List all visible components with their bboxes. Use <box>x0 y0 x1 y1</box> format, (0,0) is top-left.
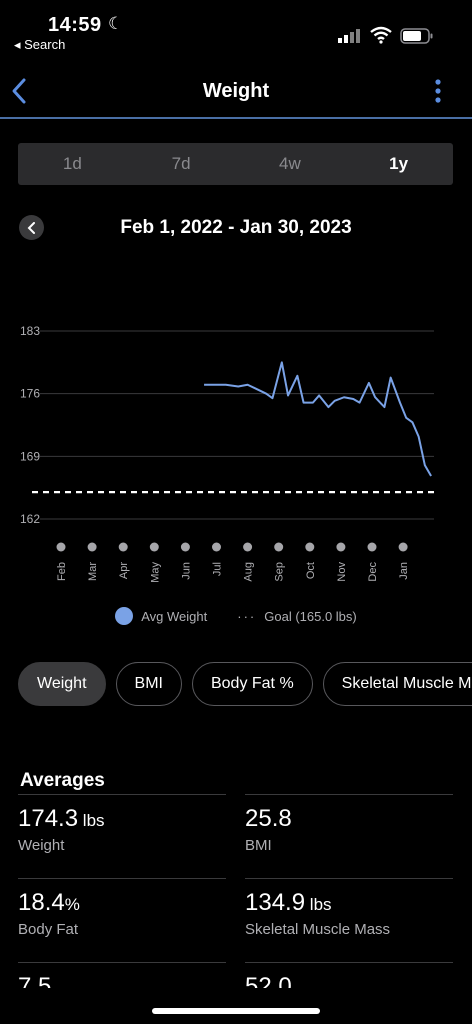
segment-4w[interactable]: 4w <box>279 154 301 173</box>
segment-1d[interactable]: 1d <box>62 154 82 173</box>
previous-range-button[interactable] <box>19 215 44 240</box>
chevron-left-icon <box>27 221 35 234</box>
avg-body-fat-label: Body Fat <box>18 921 79 938</box>
averages-overflow-row: 7.5 52.0 <box>0 960 472 988</box>
weight-chart: 183 176 169 162 Feb Mar Apr May Jun Jul Aug Sep Oct N… <box>20 324 434 583</box>
month-dot-mar <box>87 542 97 552</box>
month-dot-nov <box>336 542 346 552</box>
avg-weight-unit: lbs <box>78 811 105 830</box>
avg-skeletal-muscle-label: Skeletal Muscle Mass <box>245 921 391 938</box>
back-to-search-link[interactable]: ◂ Search <box>14 37 66 52</box>
chart-legend: Avg Weight ··· Goal (165.0 lbs) <box>0 603 472 629</box>
avg-skeletal-muscle-value: 134.9 <box>245 889 306 916</box>
month-dot-sep <box>274 542 284 552</box>
y-tick-label-162: 162 <box>20 512 40 526</box>
x-tick-label-feb: Feb <box>56 562 68 581</box>
cellular-signal-icon <box>338 29 360 43</box>
month-dot-jun <box>180 542 190 552</box>
month-dot-oct <box>305 542 315 552</box>
avg-skeletal-muscle-cell: 134.9 lbs Skeletal Muscle Mass <box>245 878 453 938</box>
avg-weight-label: Weight <box>18 837 65 854</box>
x-tick-label-sep: Sep <box>274 562 286 582</box>
x-tick-label-jul: Jul <box>212 562 224 576</box>
avg-weight-cell: 174.3 lbs Weight <box>18 794 226 854</box>
back-chevron-icon[interactable] <box>8 76 30 106</box>
avg-partial-value-right: 52.0 <box>245 973 292 988</box>
segment-1y[interactable]: 1y <box>389 154 409 173</box>
y-tick-label-183: 183 <box>20 324 40 338</box>
month-dot-dec <box>367 542 377 552</box>
wifi-icon <box>370 26 392 44</box>
avg-skeletal-muscle-unit: lbs <box>305 895 332 914</box>
avg-body-fat-cell: 18.4% Body Fat <box>18 878 226 938</box>
x-tick-label-aug: Aug <box>243 562 255 582</box>
month-dot-apr <box>118 542 128 552</box>
time-range-segmented-control: 1d 7d 4w 1y <box>18 143 453 185</box>
y-tick-label-169: 169 <box>20 449 40 463</box>
x-tick-label-oct: Oct <box>305 562 317 579</box>
home-indicator <box>152 1008 320 1014</box>
nav-divider <box>0 117 472 119</box>
avg-partial-cell-right: 52.0 <box>245 962 453 988</box>
month-dot-jul <box>212 542 221 552</box>
goal-legend-dash: ··· <box>237 608 257 624</box>
y-tick-label-176: 176 <box>20 387 40 401</box>
month-dot-may <box>149 542 159 552</box>
more-options-icon[interactable] <box>428 78 448 106</box>
x-tick-label-dec: Dec <box>367 562 379 582</box>
avg-bmi-label: BMI <box>245 837 272 854</box>
legend-avg-weight: Avg Weight <box>141 608 208 624</box>
status-time: 14:59 <box>48 14 102 36</box>
segment-7d[interactable]: 7d <box>171 154 191 173</box>
moon-icon: ☾ <box>108 14 124 33</box>
avg-weight-line <box>204 361 432 477</box>
legend-goal: Goal (165.0 lbs) <box>264 608 357 624</box>
avg-body-fat-value: 18.4 <box>18 889 65 916</box>
metric-chip-row: Weight BMI Body Fat % Skeletal Muscle Ma… <box>18 662 472 706</box>
chip-bmi[interactable]: BMI <box>115 662 182 706</box>
page-title: Weight <box>202 80 270 102</box>
avg-weight-value: 174.3 <box>18 805 79 832</box>
battery-icon <box>400 28 433 44</box>
x-tick-label-nov: Nov <box>336 562 348 582</box>
chip-skeletal-muscle-mass[interactable]: Skeletal Muscle Mass <box>322 662 472 706</box>
avg-weight-legend-dot <box>115 607 134 625</box>
avg-partial-value-left: 7.5 <box>18 973 52 988</box>
chip-weight[interactable]: Weight <box>18 662 106 706</box>
month-dot-aug <box>243 542 253 552</box>
avg-bmi-value: 25.8 <box>245 805 292 832</box>
date-range-label: Feb 1, 2022 - Jan 30, 2023 <box>120 217 352 238</box>
avg-body-fat-unit: % <box>64 895 80 914</box>
month-dot-feb <box>56 542 66 552</box>
averages-title: Averages <box>20 770 105 791</box>
month-dot-jan <box>398 542 408 552</box>
x-tick-label-jan: Jan <box>398 562 410 580</box>
avg-partial-cell-left: 7.5 <box>18 962 226 988</box>
x-tick-label-mar: Mar <box>87 562 99 581</box>
avg-bmi-cell: 25.8 BMI <box>245 794 453 854</box>
x-tick-label-apr: Apr <box>118 562 130 579</box>
chip-body-fat[interactable]: Body Fat % <box>191 662 313 706</box>
x-tick-label-jun: Jun <box>180 562 192 580</box>
x-tick-label-may: May <box>149 562 161 583</box>
